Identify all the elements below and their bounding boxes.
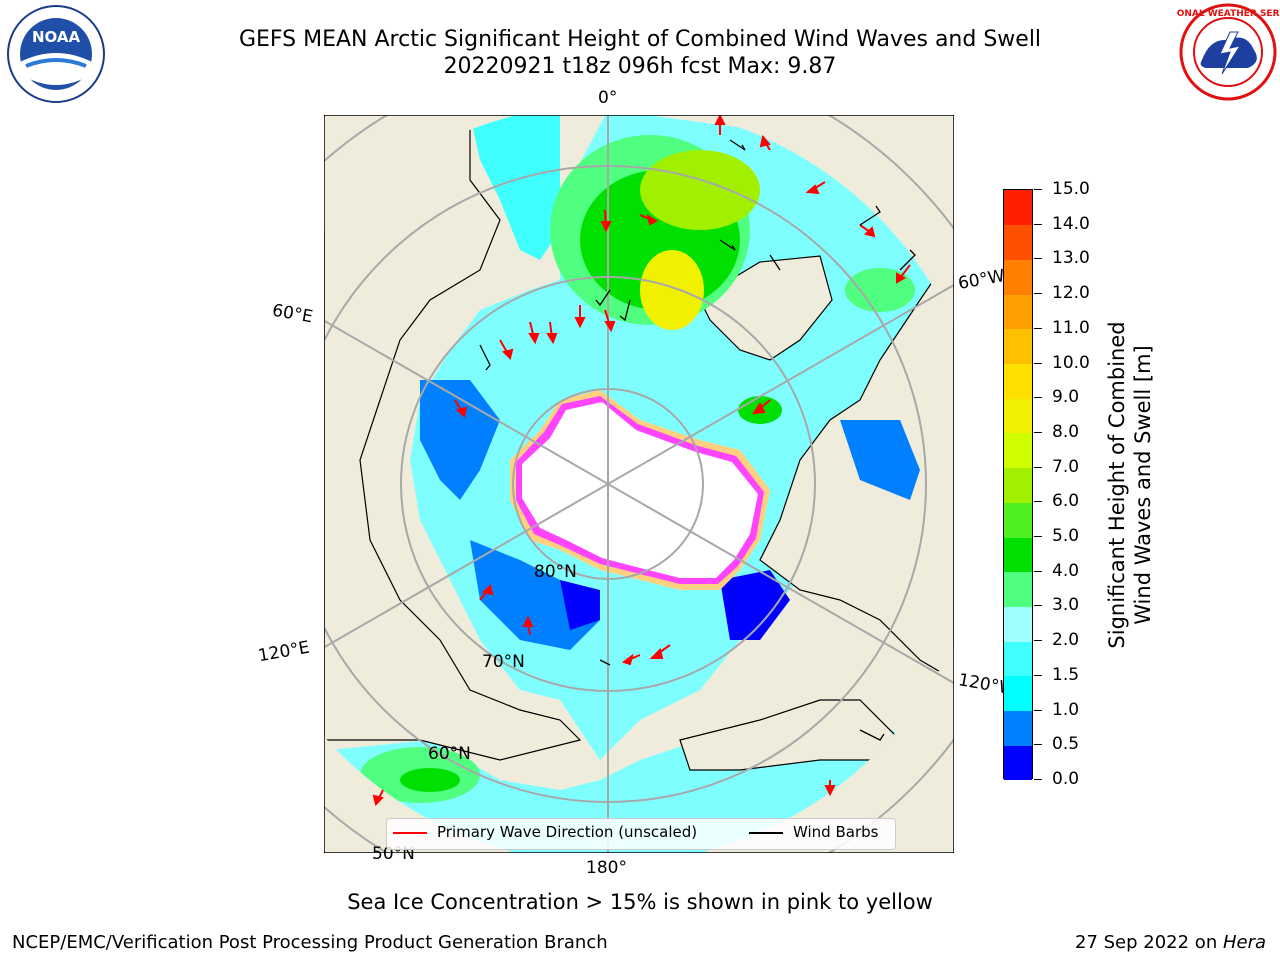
colorbar-tick-mark: [1034, 744, 1042, 746]
sea-ice-note: Sea Ice Concentration > 15% is shown in …: [347, 890, 933, 914]
graticule-meridians: [324, 115, 954, 853]
chart-subtitle: 20220921 t18z 096h fcst Max: 9.87: [443, 54, 837, 79]
colorbar-tick-label: 0.0: [1052, 769, 1080, 789]
colorbar-tick-label: 3.0: [1052, 595, 1080, 616]
colorbar-tick-mark: [1034, 570, 1042, 572]
legend-line-red: [393, 831, 427, 834]
colorbar-tick-label: 0.5: [1052, 734, 1080, 755]
wave-north-atlantic-9m: [640, 250, 704, 330]
ocean-baltic: [470, 115, 560, 260]
colorbar-segment: [1004, 294, 1032, 330]
colorbar-tick-mark: [1034, 536, 1042, 538]
colorbar-segment: [1004, 675, 1032, 712]
lat-label-80n: 80°N: [534, 562, 577, 582]
colorbar-segment: [1004, 606, 1032, 642]
legend-item-wave-direction: Primary Wave Direction (unscaled): [393, 823, 697, 841]
legend-label-wind-barbs: Wind Barbs: [793, 823, 879, 841]
colorbar-tick-mark: [1034, 189, 1042, 190]
colorbar-tick-mark: [1034, 640, 1042, 642]
sea-ice-cap: [522, 402, 758, 578]
colorbar-segment: [1004, 502, 1032, 538]
footer-machine: Hera: [1222, 932, 1266, 953]
colorbar-tick-label: 13.0: [1052, 248, 1090, 269]
colorbar-tick-mark: [1034, 293, 1042, 295]
colorbar-tick-label: 11.0: [1052, 317, 1090, 338]
colorbar: [1003, 189, 1033, 781]
nws-logo-text: NATIONAL WEATHER SERVICE: [1176, 9, 1280, 19]
colorbar-tick-mark: [1034, 674, 1042, 676]
colorbar-segment: [1004, 363, 1032, 399]
wave-okhotsk-4m: [400, 768, 460, 792]
colorbar-label: Significant Height of Combined Wind Wave…: [1104, 321, 1156, 648]
land-eurasia: [324, 115, 582, 761]
legend-label-wave-direction: Primary Wave Direction (unscaled): [437, 823, 698, 841]
lat-label-70n: 70°N: [482, 652, 525, 672]
noaa-logo: NOAA: [7, 5, 105, 103]
wave-laptev-0m: [560, 580, 600, 630]
lon-label-180: 180°: [586, 858, 627, 878]
colorbar-label-line2: Wind Waves and Swell [m]: [1131, 345, 1155, 625]
colorbar-tick-label: 14.0: [1052, 213, 1090, 234]
chart-title: GEFS MEAN Arctic Significant Height of C…: [238, 27, 1042, 52]
colorbar-segment: [1004, 398, 1032, 434]
colorbar-tick-mark: [1034, 709, 1042, 711]
wave-north-atlantic-6m: [640, 150, 760, 230]
colorbar-tick-mark: [1034, 362, 1042, 364]
footer-credit: NCEP/EMC/Verification Post Processing Pr…: [12, 932, 608, 953]
colorbar-segment: [1004, 537, 1032, 573]
colorbar-tick-mark: [1034, 397, 1042, 399]
colorbar-tick-mark: [1034, 431, 1042, 433]
colorbar-tick-label: 1.0: [1052, 699, 1080, 720]
wave-beaufort-0m: [720, 570, 790, 640]
legend-item-wind-barbs: Wind Barbs: [749, 823, 878, 841]
colorbar-tick-mark: [1034, 779, 1042, 780]
footer-date-text: 27 Sep 2022 on: [1075, 932, 1223, 953]
colorbar-tick-label: 9.0: [1052, 387, 1080, 408]
colorbar-tick-label: 2.0: [1052, 630, 1080, 651]
colorbar-segment: [1004, 745, 1032, 781]
wave-laptev-1m: [470, 540, 600, 650]
colorbar-tick-label: 8.0: [1052, 421, 1080, 442]
wind-barbs: [479, 139, 916, 741]
colorbar-segment: [1004, 259, 1032, 295]
colorbar-tick-mark: [1034, 327, 1042, 329]
colorbar-tick-mark: [1034, 223, 1042, 225]
colorbar-tick-mark: [1034, 466, 1042, 468]
colorbar-label-line1: Significant Height of Combined: [1105, 321, 1129, 649]
colorbar-tick-label: 4.0: [1052, 560, 1080, 581]
wave-direction-arrows: [372, 115, 911, 806]
colorbar-tick-label: 10.0: [1052, 352, 1090, 373]
colorbar-tick-label: 6.0: [1052, 491, 1080, 512]
legend-line-black: [749, 831, 783, 834]
colorbar-tick-mark: [1034, 501, 1042, 503]
colorbar-tick-label: 1.5: [1052, 664, 1080, 685]
colorbar-segment: [1004, 641, 1032, 677]
colorbar-segment: [1004, 571, 1032, 607]
noaa-logo-text: NOAA: [32, 28, 81, 46]
colorbar-tick-label: 7.0: [1052, 456, 1080, 477]
wave-hudson-1m: [840, 420, 920, 500]
nws-logo: NATIONAL WEATHER SERVICE: [1176, 3, 1280, 101]
wave-labrador-3m: [845, 268, 915, 312]
lat-label-60n: 60°N: [428, 744, 471, 764]
colorbar-tick-mark: [1034, 605, 1042, 607]
colorbar-tick-label: 15.0: [1052, 179, 1090, 199]
colorbar-segment: [1004, 432, 1032, 469]
colorbar-segment: [1004, 190, 1032, 226]
colorbar-segment: [1004, 710, 1032, 746]
colorbar-segment: [1004, 224, 1032, 260]
colorbar-segment: [1004, 328, 1032, 365]
lon-label-0: 0°: [598, 88, 618, 108]
colorbar-tick-label: 12.0: [1052, 283, 1090, 304]
map-legend: Primary Wave Direction (unscaled) Wind B…: [386, 818, 896, 850]
colorbar-segment: [1004, 467, 1032, 503]
colorbar-tick-label: 5.0: [1052, 526, 1080, 547]
footer-date: 27 Sep 2022 on Hera: [1075, 932, 1266, 953]
colorbar-tick-mark: [1034, 258, 1042, 260]
